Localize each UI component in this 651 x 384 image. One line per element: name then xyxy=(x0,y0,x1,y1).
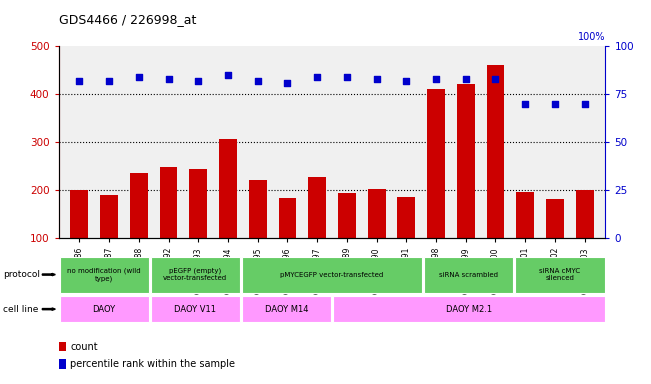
Bar xyxy=(368,189,385,286)
Bar xyxy=(130,173,148,286)
Bar xyxy=(100,195,118,286)
Point xyxy=(193,78,204,84)
Point xyxy=(283,79,293,86)
Point xyxy=(460,76,471,82)
Bar xyxy=(515,257,605,293)
Bar xyxy=(333,296,605,322)
Point xyxy=(401,78,411,84)
Bar xyxy=(279,198,296,286)
Text: DAOY M2.1: DAOY M2.1 xyxy=(446,305,492,314)
Text: siRNA scrambled: siRNA scrambled xyxy=(439,271,498,278)
Text: protocol: protocol xyxy=(3,270,40,279)
Bar xyxy=(516,192,534,286)
Point xyxy=(549,101,560,107)
Bar xyxy=(59,296,149,322)
Bar xyxy=(546,199,564,286)
Bar xyxy=(59,257,149,293)
Point xyxy=(579,101,590,107)
Bar xyxy=(189,169,207,286)
Bar xyxy=(150,296,240,322)
Text: percentile rank within the sample: percentile rank within the sample xyxy=(70,359,235,369)
Text: 100%: 100% xyxy=(578,32,605,42)
Bar xyxy=(575,190,594,286)
Point xyxy=(431,76,441,82)
Bar xyxy=(397,197,415,286)
Point xyxy=(163,76,174,82)
Bar xyxy=(159,167,178,286)
Text: DAOY M14: DAOY M14 xyxy=(265,305,308,314)
Text: no modification (wild
type): no modification (wild type) xyxy=(67,268,141,281)
Point xyxy=(520,101,531,107)
Text: count: count xyxy=(70,342,98,352)
Bar xyxy=(70,190,89,286)
Point xyxy=(223,72,233,78)
Bar xyxy=(457,84,475,286)
Bar xyxy=(242,296,331,322)
Bar xyxy=(427,89,445,286)
Bar xyxy=(338,194,356,286)
Point xyxy=(133,74,144,80)
Text: pEGFP (empty)
vector-transfected: pEGFP (empty) vector-transfected xyxy=(163,268,227,281)
Bar xyxy=(308,177,326,286)
Bar xyxy=(249,180,267,286)
Text: cell line: cell line xyxy=(3,305,38,314)
Point xyxy=(104,78,115,84)
Text: DAOY V11: DAOY V11 xyxy=(174,305,216,314)
Bar xyxy=(150,257,240,293)
Point xyxy=(342,74,352,80)
Bar xyxy=(242,257,422,293)
Point xyxy=(253,78,263,84)
Text: GDS4466 / 226998_at: GDS4466 / 226998_at xyxy=(59,13,196,26)
Bar xyxy=(219,139,237,286)
Bar xyxy=(424,257,514,293)
Point xyxy=(371,76,381,82)
Text: DAOY: DAOY xyxy=(92,305,116,314)
Text: pMYCEGFP vector-transfected: pMYCEGFP vector-transfected xyxy=(281,271,383,278)
Point xyxy=(312,74,322,80)
Bar xyxy=(486,65,505,286)
Point xyxy=(490,76,501,82)
Point xyxy=(74,78,85,84)
Text: siRNA cMYC
silenced: siRNA cMYC silenced xyxy=(539,268,581,281)
